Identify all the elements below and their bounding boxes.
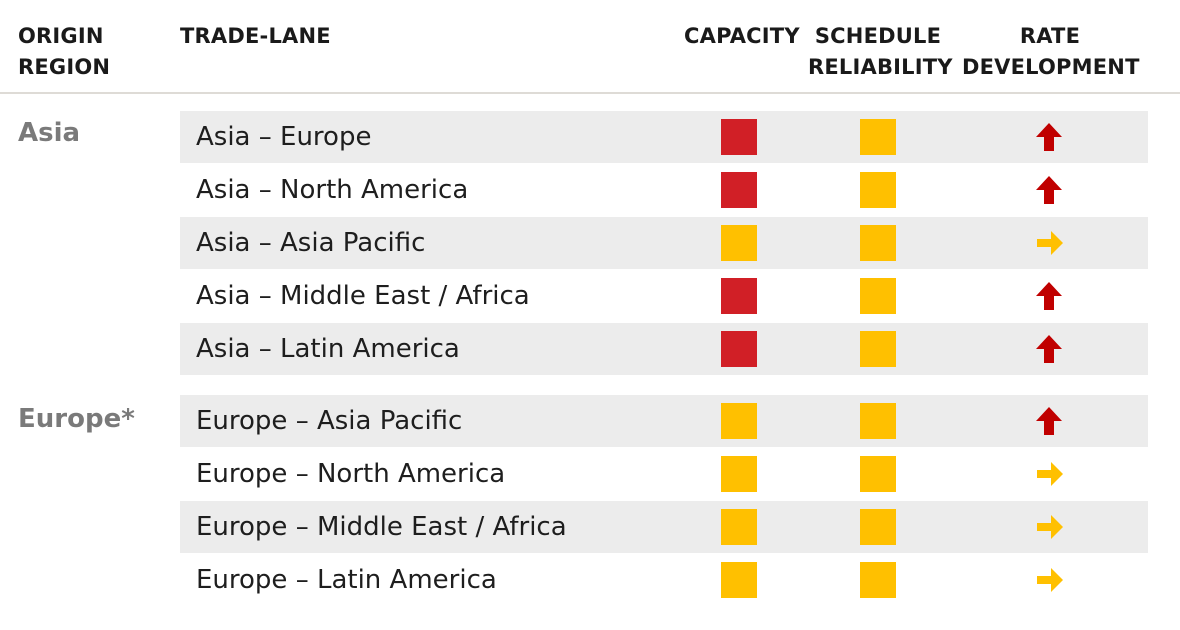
header-origin-line1: ORIGIN: [18, 24, 104, 48]
rate-development-indicator: [1032, 563, 1066, 597]
arrow-right-icon: [1037, 462, 1063, 486]
header-origin-region: ORIGIN REGION: [18, 21, 110, 83]
rate-development-indicator: [1032, 279, 1066, 313]
group-asia: Asia – Europe Asia – North America Asia – …: [180, 111, 1148, 376]
rate-development-indicator: [1032, 332, 1066, 366]
schedule-reliability-indicator: [860, 509, 896, 545]
schedule-reliability-indicator: [860, 278, 896, 314]
header-rate-development: RATE DEVELOPMENT: [962, 21, 1140, 83]
schedule-reliability-indicator: [860, 331, 896, 367]
header-schedule-line1: SCHEDULE: [814, 24, 942, 48]
arrow-right-icon: [1037, 231, 1063, 255]
table-row: Asia – Middle East / Africa: [180, 270, 1148, 322]
arrow-up-icon: [1036, 123, 1062, 151]
trade-lane-label: Asia – Europe: [196, 122, 372, 152]
schedule-reliability-indicator: [860, 225, 896, 261]
trade-lane-label: Europe – Latin America: [196, 565, 497, 595]
trade-lane-label: Europe – Asia Pacific: [196, 406, 463, 436]
rate-development-indicator: [1032, 173, 1066, 207]
header-capacity: CAPACITY: [684, 24, 800, 48]
capacity-indicator: [721, 331, 757, 367]
header-origin-line2: REGION: [18, 55, 111, 79]
trade-lane-label: Europe – Middle East / Africa: [196, 512, 567, 542]
capacity-indicator: [721, 278, 757, 314]
schedule-reliability-indicator: [860, 403, 896, 439]
schedule-reliability-indicator: [860, 562, 896, 598]
trade-lane-label: Asia – Asia Pacific: [196, 228, 426, 258]
rate-development-indicator: [1032, 510, 1066, 544]
table-row: Asia – Europe: [180, 111, 1148, 163]
rate-development-indicator: [1032, 226, 1066, 260]
header-rate-line2: DEVELOPMENT: [962, 55, 1140, 79]
table-row: Europe – Asia Pacific: [180, 395, 1148, 447]
capacity-indicator: [721, 172, 757, 208]
capacity-indicator: [721, 225, 757, 261]
header-divider: [0, 92, 1180, 94]
capacity-indicator: [721, 562, 757, 598]
table-row: Europe – Latin America: [180, 554, 1148, 606]
table-row: Asia – Latin America: [180, 323, 1148, 375]
capacity-indicator: [721, 403, 757, 439]
rate-development-indicator: [1032, 457, 1066, 491]
header-schedule-line2: RELIABILITY: [808, 55, 953, 79]
rate-development-indicator: [1032, 404, 1066, 438]
arrow-up-icon: [1036, 176, 1062, 204]
trade-lane-label: Asia – Middle East / Africa: [196, 281, 530, 311]
rate-development-indicator: [1032, 120, 1066, 154]
schedule-reliability-indicator: [860, 456, 896, 492]
table-row: Europe – North America: [180, 448, 1148, 500]
header-schedule-reliability: SCHEDULE RELIABILITY: [808, 21, 953, 83]
arrow-up-icon: [1036, 335, 1062, 363]
capacity-indicator: [721, 456, 757, 492]
trade-lane-label: Asia – North America: [196, 175, 469, 205]
schedule-reliability-indicator: [860, 172, 896, 208]
arrow-up-icon: [1036, 407, 1062, 435]
region-label-europe: Europe*: [18, 404, 135, 434]
table-row: Europe – Middle East / Africa: [180, 501, 1148, 553]
header-trade-lane: TRADE-LANE: [180, 24, 331, 48]
capacity-indicator: [721, 509, 757, 545]
capacity-indicator: [721, 119, 757, 155]
table-row: Asia – Asia Pacific: [180, 217, 1148, 269]
table-row: Asia – North America: [180, 164, 1148, 216]
arrow-up-icon: [1036, 282, 1062, 310]
trade-lane-label: Europe – North America: [196, 459, 506, 489]
region-label-asia: Asia: [18, 118, 81, 148]
arrow-right-icon: [1037, 568, 1063, 592]
header-rate-line1: RATE: [1019, 24, 1081, 48]
schedule-reliability-indicator: [860, 119, 896, 155]
group-europe: Europe – Asia Pacific Europe – North Amer…: [180, 395, 1148, 607]
arrow-right-icon: [1037, 515, 1063, 539]
trade-lane-label: Asia – Latin America: [196, 334, 460, 364]
